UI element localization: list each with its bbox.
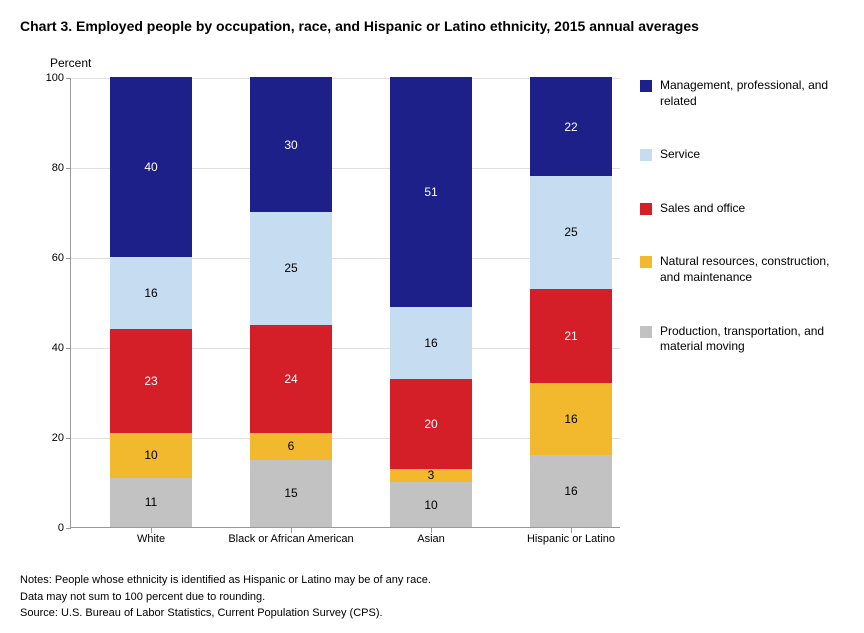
legend-item: Service [640,147,850,163]
bar-segment-prod: 15 [250,460,332,528]
x-category-label: Black or African American [221,533,361,545]
legend-label: Natural resources, construction, and mai… [660,254,850,285]
x-category-label: Asian [361,533,501,545]
legend-swatch [640,326,652,338]
bar-segment-mgmt: 22 [530,77,612,176]
footnote-line: Data may not sum to 100 percent due to r… [20,589,431,606]
legend-label: Service [660,147,700,163]
legend-item: Natural resources, construction, and mai… [640,254,850,285]
bar-segment-sales: 21 [530,289,612,384]
legend-swatch [640,203,652,215]
legend-swatch [640,256,652,268]
legend-item: Sales and office [640,201,850,217]
bar-segment-service: 16 [110,257,192,329]
legend-item: Management, professional, and related [640,78,850,109]
plot-area: 0204060801001110231640White156242530Blac… [70,78,620,528]
ytick-mark [66,438,71,439]
footnote-line: Notes: People whose ethnicity is identif… [20,572,431,589]
x-category-label: Hispanic or Latino [501,533,641,545]
bar-segment-sales: 24 [250,325,332,433]
bar-segment-service: 16 [390,307,472,379]
bar-segment-service: 25 [530,176,612,289]
legend-label: Management, professional, and related [660,78,850,109]
x-category-label: White [81,533,221,545]
bar-segment-natres: 3 [390,469,472,483]
bar-segment-mgmt: 30 [250,77,332,212]
ytick-label: 0 [34,522,64,534]
bar-segment-natres: 6 [250,433,332,460]
ytick-label: 20 [34,432,64,444]
bar-segment-prod: 10 [390,482,472,527]
legend: Management, professional, and related Ser… [640,78,850,393]
legend-label: Production, transportation, and material… [660,324,850,355]
y-axis-label: Percent [50,56,91,70]
chart-title: Chart 3. Employed people by occupation, … [20,18,699,34]
legend-label: Sales and office [660,201,745,217]
legend-swatch [640,149,652,161]
bar-segment-prod: 16 [530,455,612,527]
bar-segment-mgmt: 51 [390,77,472,307]
bar-segment-mgmt: 40 [110,77,192,257]
ytick-mark [66,528,71,529]
ytick-label: 60 [34,252,64,264]
ytick-label: 100 [34,72,64,84]
footnotes: Notes: People whose ethnicity is identif… [20,572,431,622]
ytick-mark [66,168,71,169]
bar-segment-natres: 16 [530,383,612,455]
bar-segment-prod: 11 [110,478,192,528]
ytick-mark [66,78,71,79]
ytick-label: 40 [34,342,64,354]
bar-segment-service: 25 [250,212,332,325]
footnote-line: Source: U.S. Bureau of Labor Statistics,… [20,605,431,622]
legend-item: Production, transportation, and material… [640,324,850,355]
bar-segment-sales: 20 [390,379,472,469]
ytick-label: 80 [34,162,64,174]
ytick-mark [66,348,71,349]
ytick-mark [66,258,71,259]
legend-swatch [640,80,652,92]
bar-segment-natres: 10 [110,433,192,478]
bar-segment-sales: 23 [110,329,192,433]
